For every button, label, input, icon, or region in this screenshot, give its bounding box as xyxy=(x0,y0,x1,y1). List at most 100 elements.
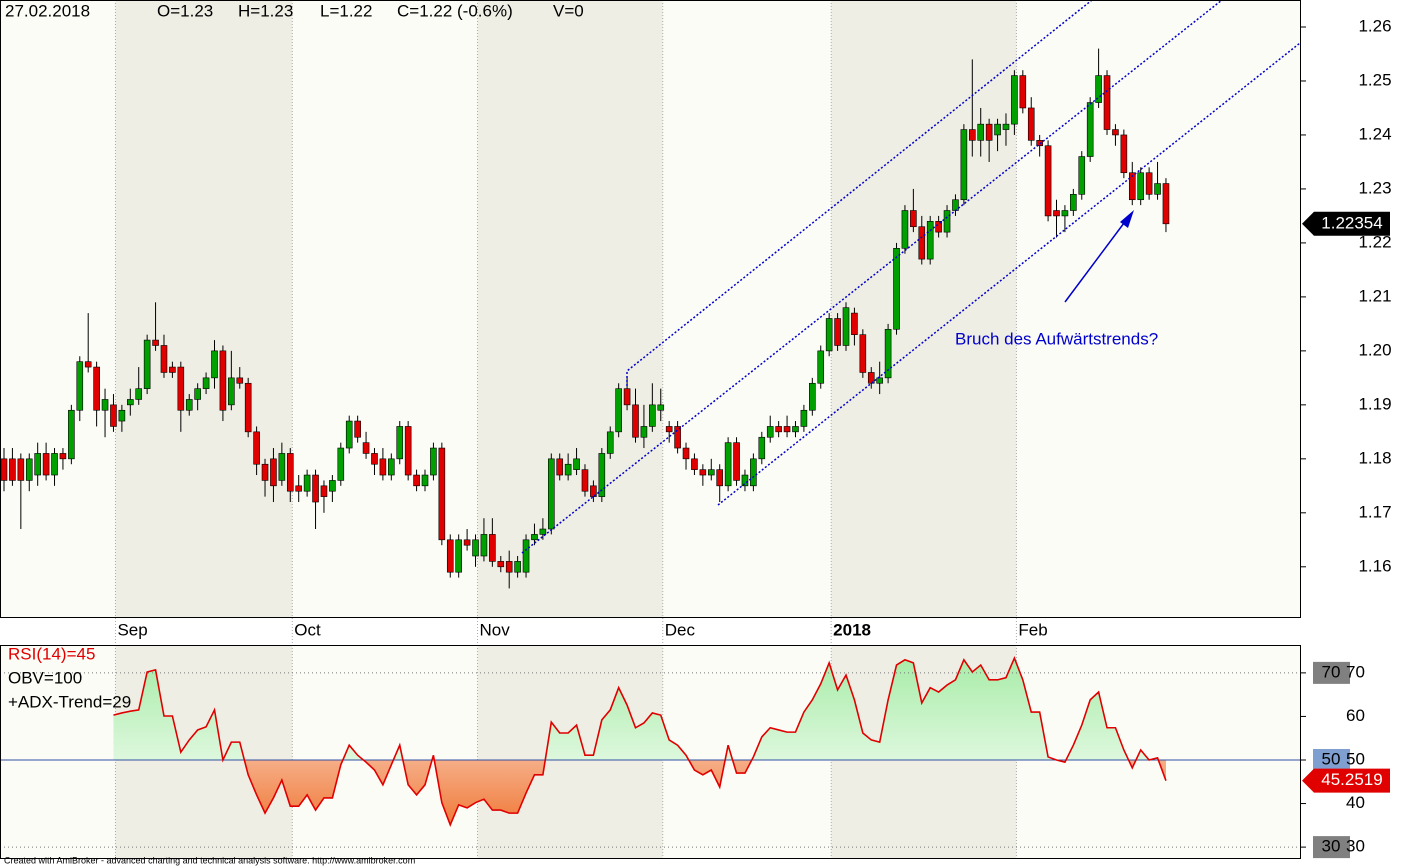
candle-body xyxy=(1070,194,1077,211)
month-band xyxy=(115,0,293,617)
candle-body xyxy=(851,312,858,335)
y-tick-label: 1.21 xyxy=(1358,286,1391,305)
level-label: 30 xyxy=(1322,837,1341,856)
candle-body xyxy=(1027,107,1035,141)
candle-body xyxy=(598,453,606,497)
candle-body xyxy=(985,123,993,141)
candle-body xyxy=(792,426,799,433)
candle-body xyxy=(783,426,791,433)
candle-body xyxy=(93,366,100,411)
candle-body xyxy=(295,485,303,492)
candle-body xyxy=(859,334,867,373)
candle-body xyxy=(472,539,479,557)
arrow-head xyxy=(1120,210,1134,228)
header-close: C=1.22 (-0.6%) xyxy=(397,1,513,20)
candle-body xyxy=(901,210,909,249)
channel-upper xyxy=(626,0,1093,386)
candle-body xyxy=(539,528,547,535)
candle-body xyxy=(253,431,260,465)
candle-body xyxy=(707,469,715,476)
candle-body xyxy=(1019,75,1027,109)
candle-body xyxy=(430,447,437,476)
footer: Created with AmiBroker - advanced charti… xyxy=(4,855,415,865)
x-tick-label: Feb xyxy=(1018,620,1047,639)
candle-body xyxy=(202,377,210,389)
x-tick-label: Oct xyxy=(294,620,321,639)
candle-body xyxy=(497,561,505,568)
rsi-fill-above xyxy=(113,658,1166,760)
candle-body xyxy=(1036,140,1043,147)
candle-body xyxy=(421,474,429,487)
channel-middle xyxy=(521,0,1223,554)
y-tick-label: 1.25 xyxy=(1358,70,1391,89)
level-label: 70 xyxy=(1322,662,1341,681)
last-rsi-label: 45.2519 xyxy=(1321,770,1382,789)
candle-body xyxy=(388,458,395,476)
candle-body xyxy=(463,539,471,546)
candle-body xyxy=(750,458,757,487)
candle-body xyxy=(101,399,109,411)
candle-body xyxy=(564,463,572,476)
y-tick-label: 1.22 xyxy=(1358,232,1391,251)
candle-body xyxy=(455,539,462,573)
candle-body xyxy=(547,458,555,530)
candle-body xyxy=(615,388,622,433)
candle-body xyxy=(716,469,724,487)
header: 27.02.2018 O=1.23 H=1.23 L=1.22 C=1.22 (… xyxy=(5,1,584,20)
candle-body xyxy=(446,539,454,573)
candle-body xyxy=(766,426,774,438)
y-tick-label: 1.23 xyxy=(1358,178,1391,197)
y-tick-label: 1.18 xyxy=(1358,448,1391,467)
candle-body xyxy=(303,474,311,492)
x-tick-label: Dec xyxy=(665,620,696,639)
candle-body xyxy=(185,399,193,411)
candle-body xyxy=(623,388,631,406)
candle-body xyxy=(143,339,151,389)
candle-body xyxy=(935,221,942,233)
month-band xyxy=(831,0,1017,617)
candle-body xyxy=(169,366,176,373)
candle-body xyxy=(977,123,985,141)
annotation-arrow xyxy=(1064,210,1134,303)
y-tick-label: 1.20 xyxy=(1358,340,1391,359)
candle-body xyxy=(682,447,690,460)
y-tick-label: 70 xyxy=(1346,662,1365,681)
candle-body xyxy=(573,458,580,470)
candle-body xyxy=(219,350,227,411)
header-low: L=1.22 xyxy=(320,1,372,20)
candle-body xyxy=(480,534,488,557)
candle-body xyxy=(42,453,50,476)
candle-body xyxy=(278,453,286,481)
candle-body xyxy=(110,404,117,427)
candle-body xyxy=(1128,172,1136,201)
candle-body xyxy=(884,328,892,379)
rsi-fill-below xyxy=(113,759,1166,825)
candle-body xyxy=(160,345,168,373)
candle-body xyxy=(918,226,926,260)
y-tick-label: 1.26 xyxy=(1358,16,1391,35)
header-open: O=1.23 xyxy=(157,1,213,20)
candle-body xyxy=(960,129,968,201)
candle-body xyxy=(17,458,25,481)
candle-body xyxy=(261,463,269,481)
y-tick-label: 30 xyxy=(1346,837,1365,856)
x-tick-label: Nov xyxy=(480,620,511,639)
annotation: Bruch des Aufwärtstrends? xyxy=(955,329,1158,348)
candle-body xyxy=(968,129,976,141)
candle-body xyxy=(1061,210,1069,217)
candle-body xyxy=(724,442,732,487)
candle-body xyxy=(741,474,749,487)
candle-body xyxy=(1086,102,1094,157)
candle-body xyxy=(9,458,16,481)
candle-body xyxy=(25,458,33,481)
candle-body xyxy=(34,453,41,476)
candle-body xyxy=(84,361,92,368)
candle-body xyxy=(194,388,201,400)
candle-body xyxy=(286,453,294,492)
candle-body xyxy=(581,469,589,492)
header-date: 27.02.2018 xyxy=(5,1,90,20)
candle-body xyxy=(522,539,530,573)
candle-body xyxy=(228,377,235,406)
